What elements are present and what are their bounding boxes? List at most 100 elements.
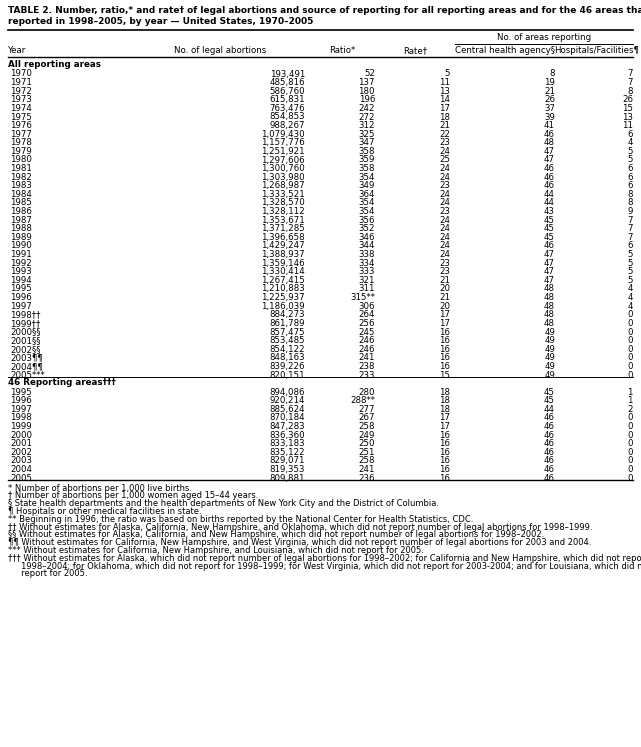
Text: 22: 22 [439, 130, 450, 139]
Text: 334: 334 [358, 258, 375, 267]
Text: 0: 0 [628, 430, 633, 439]
Text: 1978: 1978 [10, 138, 32, 147]
Text: 1,297,606: 1,297,606 [262, 155, 305, 164]
Text: 1995: 1995 [10, 388, 32, 397]
Text: 24: 24 [439, 224, 450, 233]
Text: 45: 45 [544, 216, 555, 225]
Text: 7: 7 [628, 78, 633, 87]
Text: 347: 347 [358, 138, 375, 147]
Text: 1982: 1982 [10, 173, 32, 182]
Text: 1996: 1996 [10, 396, 32, 405]
Text: 24: 24 [439, 147, 450, 156]
Text: 358: 358 [358, 164, 375, 173]
Text: 2005***: 2005*** [10, 371, 45, 379]
Text: 1,210,883: 1,210,883 [262, 285, 305, 294]
Text: 0: 0 [628, 422, 633, 431]
Text: 233: 233 [358, 371, 375, 379]
Text: 25: 25 [439, 155, 450, 164]
Text: 820,151: 820,151 [269, 371, 305, 379]
Text: ¶ Hospitals or other medical facilities in state.: ¶ Hospitals or other medical facilities … [8, 507, 202, 516]
Text: § State health departments and the health departments of New York City and the D: § State health departments and the healt… [8, 499, 439, 508]
Text: 272: 272 [358, 113, 375, 122]
Text: 45: 45 [544, 388, 555, 397]
Text: 854,122: 854,122 [269, 344, 305, 353]
Text: 16: 16 [439, 439, 450, 448]
Text: 1983: 1983 [10, 182, 32, 190]
Text: 236: 236 [358, 474, 375, 483]
Text: 46: 46 [544, 173, 555, 182]
Text: 1,225,937: 1,225,937 [262, 293, 305, 302]
Text: reported in 1998–2005, by year — United States, 1970–2005: reported in 1998–2005, by year — United … [8, 17, 313, 26]
Text: 0: 0 [628, 336, 633, 345]
Text: 2004: 2004 [10, 465, 32, 474]
Text: 1987: 1987 [10, 216, 32, 225]
Text: 246: 246 [358, 336, 375, 345]
Text: 1972: 1972 [10, 87, 32, 96]
Text: 1992: 1992 [10, 258, 32, 267]
Text: 26: 26 [544, 96, 555, 105]
Text: 46: 46 [544, 164, 555, 173]
Text: 21: 21 [439, 121, 450, 130]
Text: 5: 5 [628, 155, 633, 164]
Text: 21: 21 [439, 293, 450, 302]
Text: 249: 249 [358, 430, 375, 439]
Text: 857,475: 857,475 [269, 327, 305, 336]
Text: 0: 0 [628, 465, 633, 474]
Text: 15: 15 [622, 104, 633, 113]
Text: 17: 17 [439, 104, 450, 113]
Text: 46: 46 [544, 413, 555, 422]
Text: 2001: 2001 [10, 439, 32, 448]
Text: 47: 47 [544, 147, 555, 156]
Text: 13: 13 [622, 113, 633, 122]
Text: 23: 23 [439, 207, 450, 216]
Text: 11: 11 [439, 78, 450, 87]
Text: 1999: 1999 [10, 422, 31, 431]
Text: 23: 23 [439, 267, 450, 276]
Text: †† Without estimates for Alaska, California, New Hampshire, and Oklahoma, which : †† Without estimates for Alaska, Califor… [8, 523, 592, 532]
Text: 0: 0 [628, 362, 633, 371]
Text: 6: 6 [628, 130, 633, 139]
Text: 885,624: 885,624 [269, 405, 305, 414]
Text: 241: 241 [358, 465, 375, 474]
Text: All reporting areas: All reporting areas [8, 60, 101, 69]
Text: 18: 18 [439, 388, 450, 397]
Text: 0: 0 [628, 344, 633, 353]
Text: 1984: 1984 [10, 190, 32, 199]
Text: 4: 4 [628, 285, 633, 294]
Text: 18: 18 [439, 405, 450, 414]
Text: No. of areas reporting: No. of areas reporting [497, 33, 591, 42]
Text: 8: 8 [628, 87, 633, 96]
Text: 15: 15 [439, 371, 450, 379]
Text: 246: 246 [358, 344, 375, 353]
Text: 0: 0 [628, 327, 633, 336]
Text: 47: 47 [544, 267, 555, 276]
Text: 311: 311 [358, 285, 375, 294]
Text: 1,079,430: 1,079,430 [262, 130, 305, 139]
Text: 49: 49 [544, 362, 555, 371]
Text: 16: 16 [439, 465, 450, 474]
Text: 1997: 1997 [10, 405, 32, 414]
Text: 46: 46 [544, 447, 555, 456]
Text: 48: 48 [544, 138, 555, 147]
Text: 258: 258 [358, 456, 375, 465]
Text: 242: 242 [358, 104, 375, 113]
Text: 2004¶¶: 2004¶¶ [10, 362, 43, 371]
Text: 24: 24 [439, 241, 450, 250]
Text: 1,267,415: 1,267,415 [262, 276, 305, 285]
Text: 23: 23 [439, 182, 450, 190]
Text: 5: 5 [628, 267, 633, 276]
Text: 0: 0 [628, 353, 633, 362]
Text: 2: 2 [628, 405, 633, 414]
Text: 0: 0 [628, 447, 633, 456]
Text: 41: 41 [544, 121, 555, 130]
Text: 819,353: 819,353 [269, 465, 305, 474]
Text: 16: 16 [439, 362, 450, 371]
Text: 4: 4 [628, 138, 633, 147]
Text: 1979: 1979 [10, 147, 32, 156]
Text: 1995: 1995 [10, 285, 32, 294]
Text: 2002§§: 2002§§ [10, 344, 40, 353]
Text: 39: 39 [544, 113, 555, 122]
Text: 0: 0 [628, 474, 633, 483]
Text: No. of legal abortions: No. of legal abortions [174, 46, 266, 55]
Text: 1,371,285: 1,371,285 [262, 224, 305, 233]
